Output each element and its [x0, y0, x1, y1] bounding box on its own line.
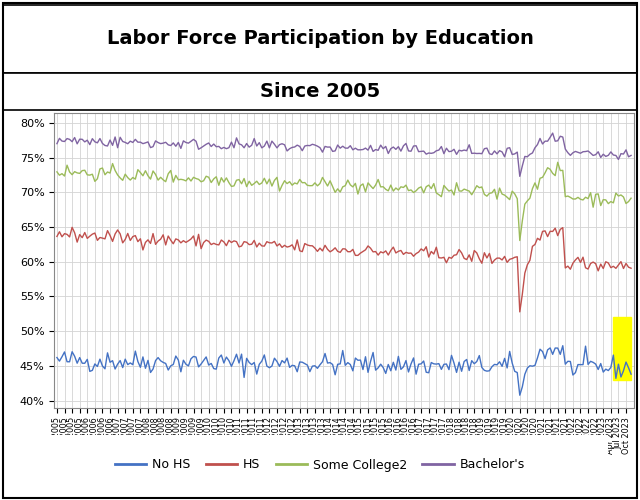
Bachelor's	[549, 130, 557, 136]
Text: Since 2005: Since 2005	[260, 82, 380, 101]
No HS	[53, 354, 61, 360]
HS	[68, 224, 76, 230]
Line: Some College2: Some College2	[57, 162, 631, 240]
Bachelor's	[425, 150, 433, 156]
No HS	[200, 358, 207, 364]
Line: No HS: No HS	[57, 346, 631, 395]
HS	[516, 309, 524, 315]
Bachelor's	[547, 134, 554, 140]
Bachelor's	[200, 143, 207, 149]
HS	[627, 265, 635, 271]
No HS	[516, 392, 524, 398]
No HS	[627, 371, 635, 377]
HS	[200, 240, 207, 246]
No HS	[425, 370, 433, 376]
No HS	[481, 368, 488, 374]
Some College2	[425, 182, 433, 188]
Some College2	[506, 196, 513, 202]
Bar	[613, 318, 631, 380]
Some College2	[53, 169, 61, 175]
Bachelor's	[53, 140, 61, 146]
Some College2	[547, 166, 554, 172]
No HS	[506, 348, 513, 354]
Line: Bachelor's: Bachelor's	[57, 133, 631, 176]
Some College2	[200, 178, 207, 184]
Text: Labor Force Participation by Education: Labor Force Participation by Education	[107, 29, 533, 48]
Legend: No HS, HS, Some College2, Bachelor's: No HS, HS, Some College2, Bachelor's	[110, 454, 530, 476]
No HS	[547, 345, 554, 351]
Some College2	[516, 238, 524, 244]
No HS	[559, 342, 566, 348]
Bachelor's	[197, 145, 205, 151]
Bachelor's	[506, 144, 513, 150]
Some College2	[627, 195, 635, 201]
Line: HS: HS	[57, 228, 631, 312]
HS	[483, 255, 491, 261]
No HS	[197, 361, 205, 367]
HS	[508, 256, 516, 262]
HS	[202, 237, 210, 243]
Bachelor's	[627, 152, 635, 158]
Bachelor's	[516, 174, 524, 180]
Some College2	[554, 160, 561, 166]
HS	[53, 234, 61, 239]
HS	[549, 228, 557, 234]
Bachelor's	[481, 146, 488, 152]
Some College2	[481, 192, 488, 198]
HS	[428, 248, 435, 254]
Some College2	[197, 179, 205, 185]
